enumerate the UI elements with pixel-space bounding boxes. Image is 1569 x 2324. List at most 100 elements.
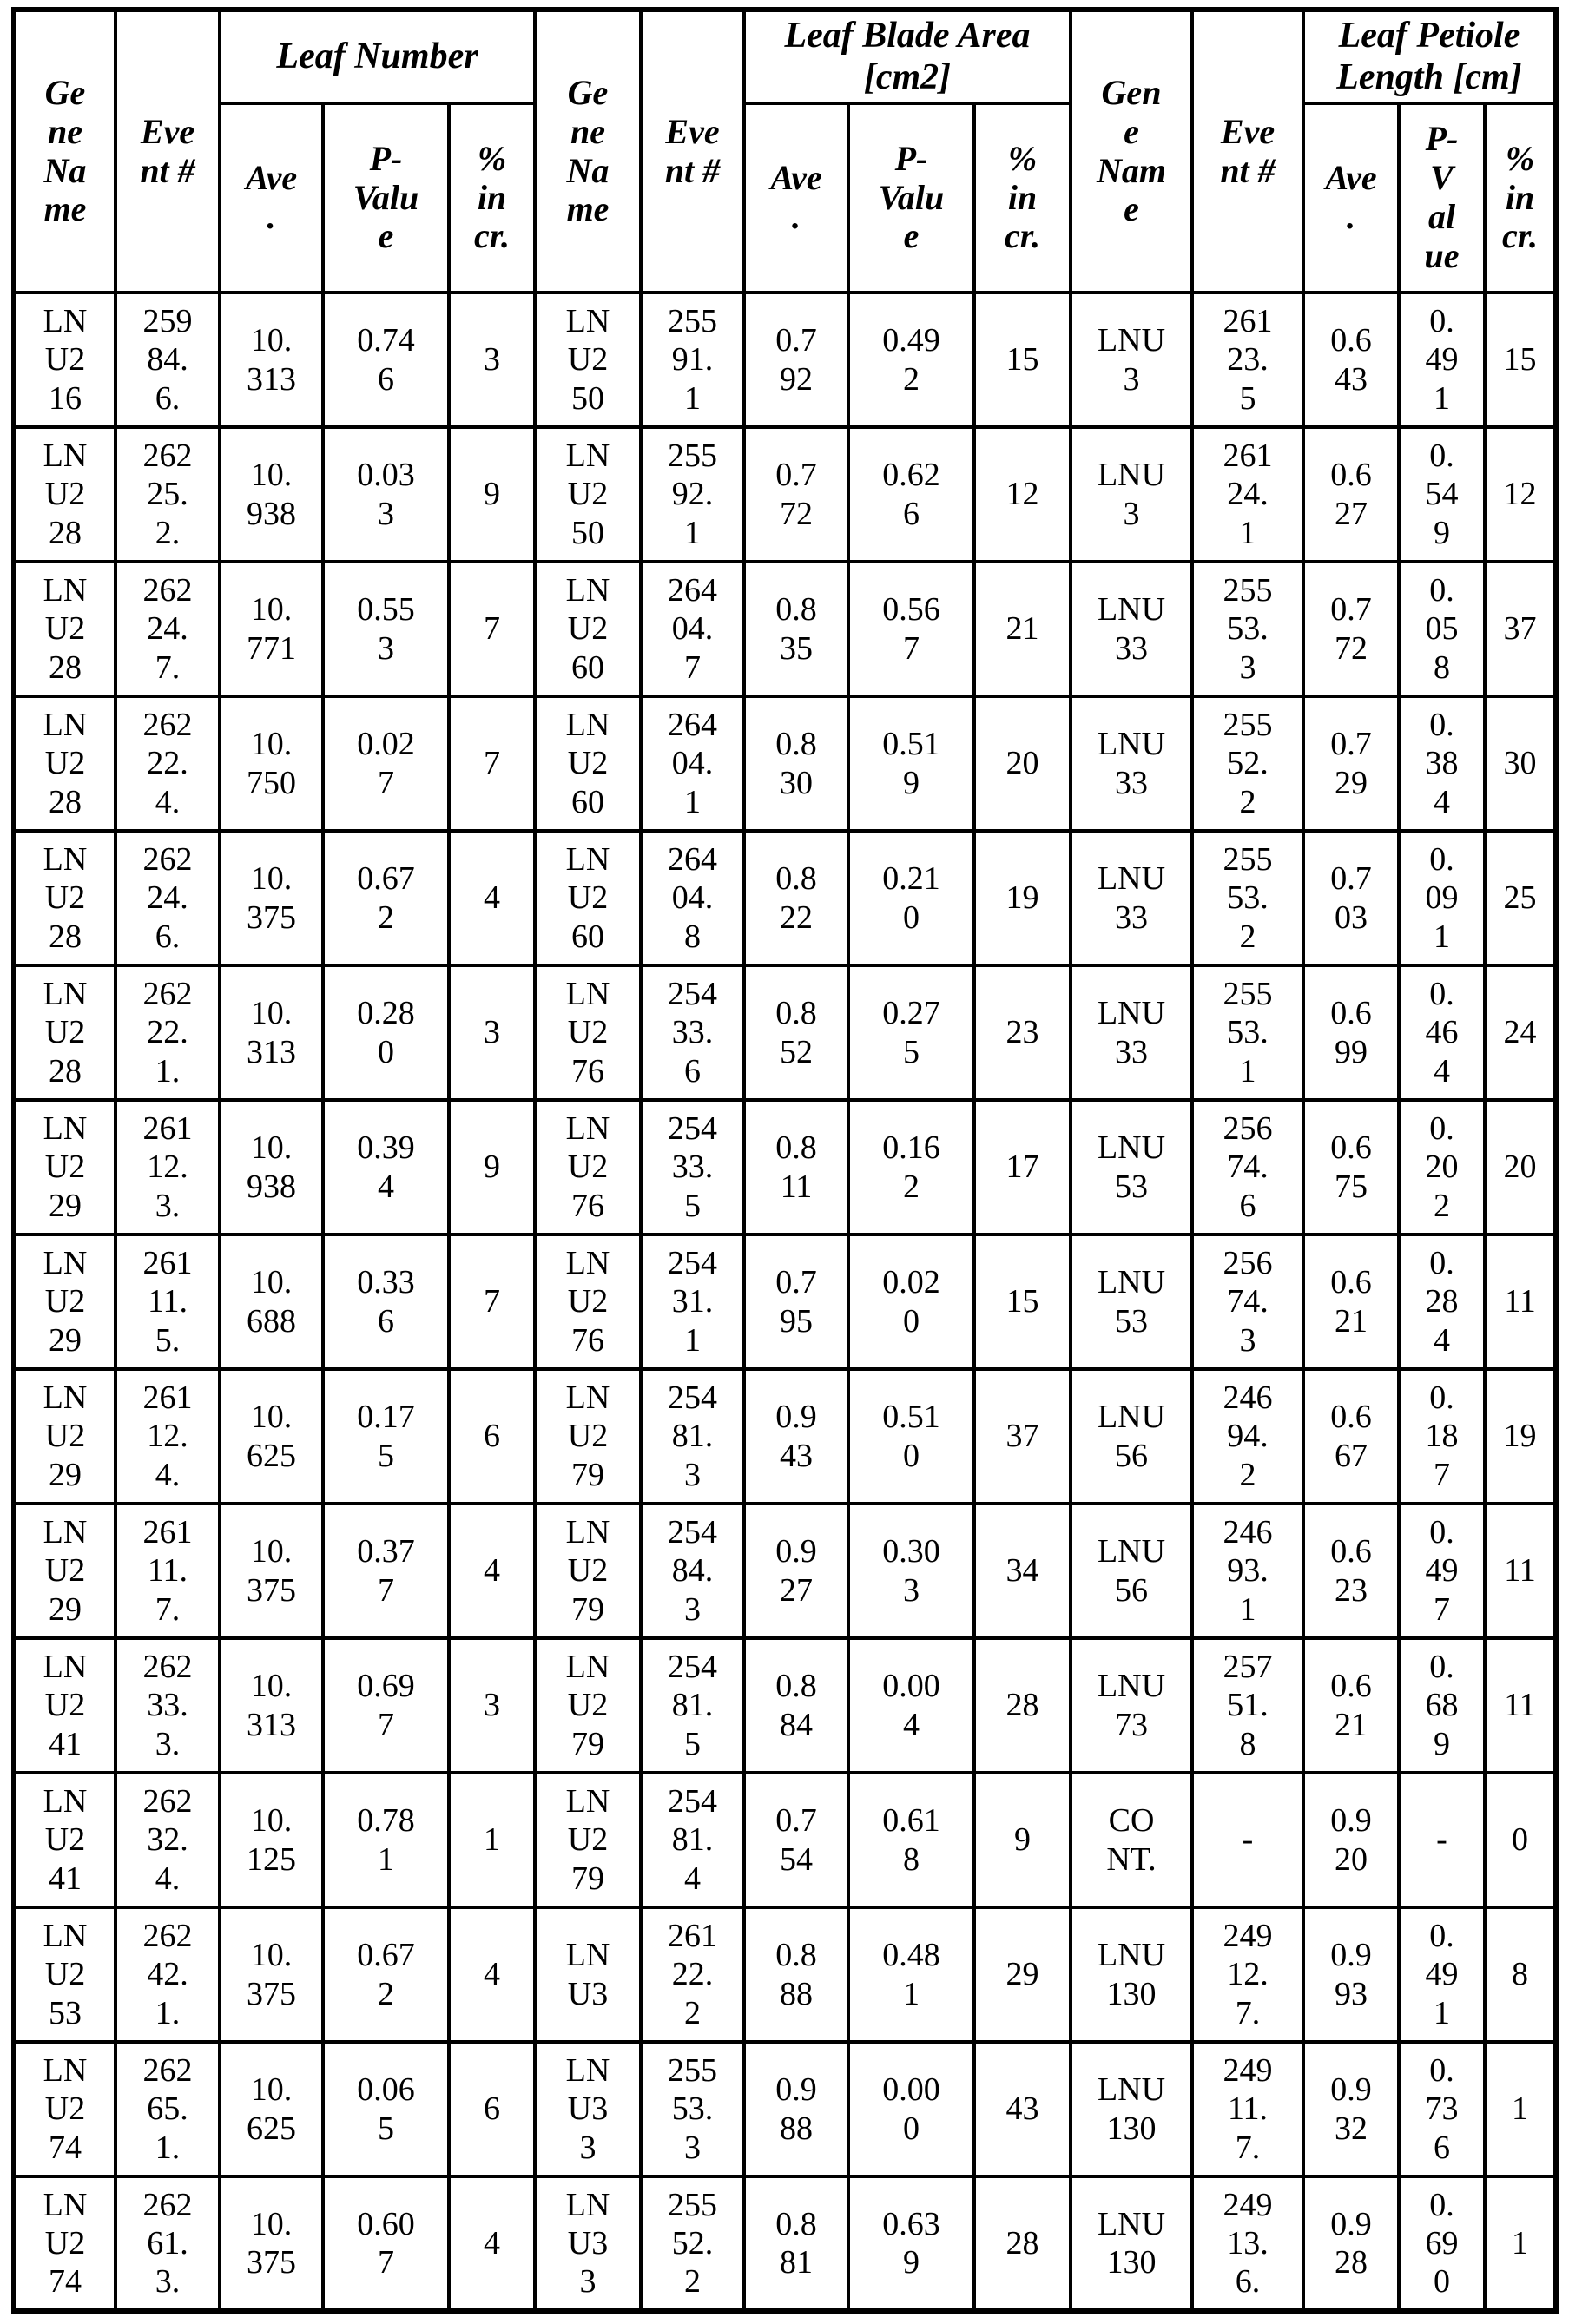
cell-percent-increase: 9 — [447, 425, 537, 563]
cell-average: 10. 313 — [218, 1636, 325, 1774]
cell-p-value: 0.17 5 — [321, 1367, 451, 1505]
cell-gene-name: LN U2 28 — [12, 829, 117, 967]
cell-percent-increase: 34 — [972, 1502, 1072, 1640]
cell-gene-name: LN U2 79 — [533, 1502, 643, 1640]
cell-gene-name: LN U2 79 — [533, 1771, 643, 1909]
cell-gene-name: LNU 33 — [1069, 560, 1194, 698]
cell-event-number: 262 65. 1. — [114, 2040, 221, 2178]
cell-gene-name: LN U2 28 — [12, 425, 117, 563]
cell-percent-increase: 4 — [447, 829, 537, 967]
cell-gene-name: LNU 73 — [1069, 1636, 1194, 1774]
cell-percent-increase: 20 — [972, 695, 1072, 833]
cell-average: 0.6 67 — [1302, 1367, 1401, 1505]
cell-event-number: 261 11. 7. — [114, 1502, 221, 1640]
cell-average: 0.7 72 — [742, 425, 850, 563]
cell-p-value: 0.48 1 — [847, 1906, 976, 2044]
header-event-number-2: Eve nt # — [639, 8, 746, 294]
cell-event-number: 262 24. 6. — [114, 829, 221, 967]
cell-percent-increase: 37 — [972, 1367, 1072, 1505]
cell-average: 10. 625 — [218, 1367, 325, 1505]
cell-percent-increase: 9 — [447, 1098, 537, 1236]
cell-average: 10. 750 — [218, 695, 325, 833]
cell-average: 0.7 95 — [742, 1233, 850, 1371]
header-gene-name-3: Gen e Nam e — [1069, 8, 1194, 294]
cell-p-value: 0.02 0 — [847, 1233, 976, 1371]
cell-percent-increase: 12 — [1483, 425, 1558, 563]
cell-gene-name: LN U3 3 — [533, 2175, 643, 2313]
cell-p-value: 0. 54 9 — [1397, 425, 1487, 563]
cell-average: 0.7 92 — [742, 291, 850, 429]
header-percent-increase-2: % in cr. — [972, 102, 1072, 294]
cell-percent-increase: 3 — [447, 964, 537, 1102]
cell-event-number: 249 11. 7. — [1190, 2040, 1305, 2178]
cell-event-number: 254 33. 5 — [639, 1098, 746, 1236]
cell-average: 0.8 11 — [742, 1098, 850, 1236]
cell-average: 0.6 27 — [1302, 425, 1401, 563]
cell-average: 0.6 99 — [1302, 964, 1401, 1102]
cell-p-value: 0. 28 4 — [1397, 1233, 1487, 1371]
cell-percent-increase: 43 — [972, 2040, 1072, 2178]
cell-percent-increase: 0 — [1483, 1771, 1558, 1909]
cell-p-value: 0. 68 9 — [1397, 1636, 1487, 1774]
cell-percent-increase: 17 — [972, 1098, 1072, 1236]
cell-gene-name: LNU 3 — [1069, 425, 1194, 563]
cell-p-value: 0. 20 2 — [1397, 1098, 1487, 1236]
cell-average: 10. 375 — [218, 829, 325, 967]
cell-average: 10. 125 — [218, 1771, 325, 1909]
cell-average: 0.8 88 — [742, 1906, 850, 2044]
header-group-leaf-petiole-length: Leaf Petiole Length [cm] — [1302, 8, 1558, 105]
header-event-number-3: Eve nt # — [1190, 8, 1305, 294]
cell-average: 0.9 20 — [1302, 1771, 1401, 1909]
cell-event-number: 262 42. 1. — [114, 1906, 221, 2044]
cell-p-value: - — [1397, 1771, 1487, 1909]
cell-gene-name: LN U2 74 — [12, 2175, 117, 2313]
cell-percent-increase: 7 — [447, 560, 537, 698]
table-row: LN U2 41 262 33. 3. 10. 313 0.69 7 3 LN U2 79… — [12, 1636, 1558, 1774]
cell-p-value: 0.51 9 — [847, 695, 976, 833]
header-gene-name-1: Ge ne Na me — [12, 8, 117, 294]
cell-gene-name: LNU 53 — [1069, 1098, 1194, 1236]
cell-gene-name: LN U2 29 — [12, 1098, 117, 1236]
table-row: LN U2 28 262 22. 1. 10. 313 0.28 0 3 LN U2 76… — [12, 964, 1558, 1102]
cell-p-value: 0.00 4 — [847, 1636, 976, 1774]
cell-average: 0.9 28 — [1302, 2175, 1401, 2313]
cell-event-number: 255 91. 1 — [639, 291, 746, 429]
table-row: LN U2 28 262 24. 7. 10. 771 0.55 3 7 LN U2 60… — [12, 560, 1558, 698]
cell-average: 0.7 03 — [1302, 829, 1401, 967]
cell-average: 0.6 23 — [1302, 1502, 1401, 1640]
header-percent-increase-3: % in cr. — [1483, 102, 1558, 294]
cell-event-number: 246 94. 2 — [1190, 1367, 1305, 1505]
cell-average: 0.7 54 — [742, 1771, 850, 1909]
cell-p-value: 0.60 7 — [321, 2175, 451, 2313]
header-average-1: Ave . — [218, 102, 325, 294]
cell-average: 0.9 27 — [742, 1502, 850, 1640]
cell-gene-name: LN U3 — [533, 1906, 643, 2044]
cell-p-value: 0.02 7 — [321, 695, 451, 833]
cell-p-value: 0. 38 4 — [1397, 695, 1487, 833]
cell-gene-name: LN U2 76 — [533, 1098, 643, 1236]
cell-gene-name: LN U2 76 — [533, 964, 643, 1102]
cell-average: 0.9 93 — [1302, 1906, 1401, 2044]
table-row: LN U2 28 262 24. 6. 10. 375 0.67 2 4 LN U2 60… — [12, 829, 1558, 967]
cell-event-number: 262 22. 4. — [114, 695, 221, 833]
table-row: LN U2 53 262 42. 1. 10. 375 0.67 2 4 LN U3 261… — [12, 1906, 1558, 2044]
header-average-2: Ave . — [742, 102, 850, 294]
cell-percent-increase: 11 — [1483, 1233, 1558, 1371]
cell-p-value: 0. 05 8 — [1397, 560, 1487, 698]
cell-event-number: 254 81. 4 — [639, 1771, 746, 1909]
cell-percent-increase: 15 — [972, 291, 1072, 429]
cell-average: 10. 375 — [218, 1502, 325, 1640]
cell-event-number: 261 23. 5 — [1190, 291, 1305, 429]
cell-event-number: 261 12. 4. — [114, 1367, 221, 1505]
cell-percent-increase: 11 — [1483, 1636, 1558, 1774]
cell-percent-increase: 1 — [447, 1771, 537, 1909]
cell-average: 0.8 81 — [742, 2175, 850, 2313]
cell-p-value: 0.69 7 — [321, 1636, 451, 1774]
cell-gene-name: LN U2 79 — [533, 1636, 643, 1774]
cell-percent-increase: 29 — [972, 1906, 1072, 2044]
sub-header-row: Ave . P- Valu e % in cr. Ave . P- Valu e… — [14, 102, 1558, 294]
cell-gene-name: LN U2 29 — [12, 1233, 117, 1371]
cell-event-number: 254 33. 6 — [639, 964, 746, 1102]
cell-p-value: 0.33 6 — [321, 1233, 451, 1371]
